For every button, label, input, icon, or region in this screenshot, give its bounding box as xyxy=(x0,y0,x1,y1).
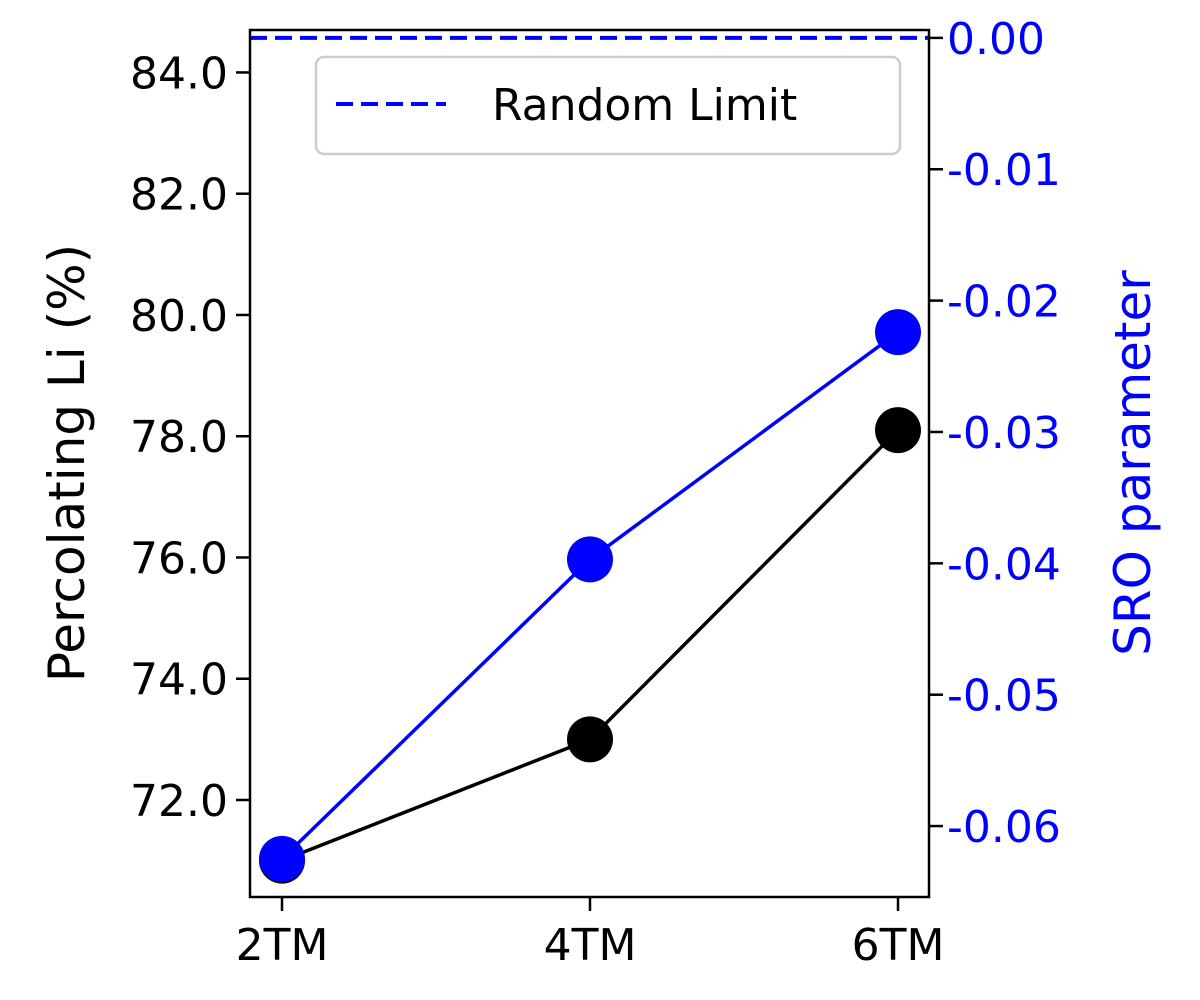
right-axis-title: SRO parameter xyxy=(1104,270,1162,656)
left-axis: 72.0 74.0 76.0 78.0 80.0 82.0 84.0 xyxy=(130,48,250,827)
left-tick-label: 80.0 xyxy=(130,291,228,342)
left-axis-title: Percolating Li (%) xyxy=(38,244,96,682)
x-tick-label: 4TM xyxy=(544,920,637,971)
left-tick-label: 84.0 xyxy=(130,48,228,99)
right-axis: -0.06 -0.05 -0.04 -0.03 -0.02 -0.01 0.00 xyxy=(929,14,1061,853)
left-tick-label: 78.0 xyxy=(130,412,228,463)
right-tick-label: -0.03 xyxy=(947,408,1061,459)
right-tick-label: -0.04 xyxy=(947,539,1061,590)
plot-frame xyxy=(248,28,931,899)
series-0-point xyxy=(875,407,921,454)
series-0-point xyxy=(567,716,613,763)
series-1-point xyxy=(875,309,921,356)
series-layer xyxy=(259,309,921,884)
series-1-point xyxy=(259,835,305,882)
series-line-0 xyxy=(281,428,900,863)
right-tick-label: -0.05 xyxy=(947,671,1061,722)
series-1-point xyxy=(567,536,613,583)
x-tick-label: 6TM xyxy=(852,920,945,971)
legend-label: Random Limit xyxy=(492,80,797,131)
right-tick-label: -0.02 xyxy=(947,277,1061,328)
legend-box xyxy=(314,55,902,156)
series-line-1 xyxy=(280,330,900,861)
left-tick-label: 76.0 xyxy=(130,533,228,584)
right-tick-label: -0.01 xyxy=(947,145,1061,196)
x-tick-label: 2TM xyxy=(236,920,329,971)
left-tick-label: 72.0 xyxy=(130,776,228,827)
right-tick-label: 0.00 xyxy=(947,14,1045,65)
legend: Random Limit xyxy=(314,55,902,156)
right-tick-label: -0.06 xyxy=(947,802,1061,853)
x-axis: 2TM 4TM 6TM xyxy=(236,897,945,971)
left-tick-label: 82.0 xyxy=(130,170,228,221)
left-tick-label: 74.0 xyxy=(130,655,228,706)
